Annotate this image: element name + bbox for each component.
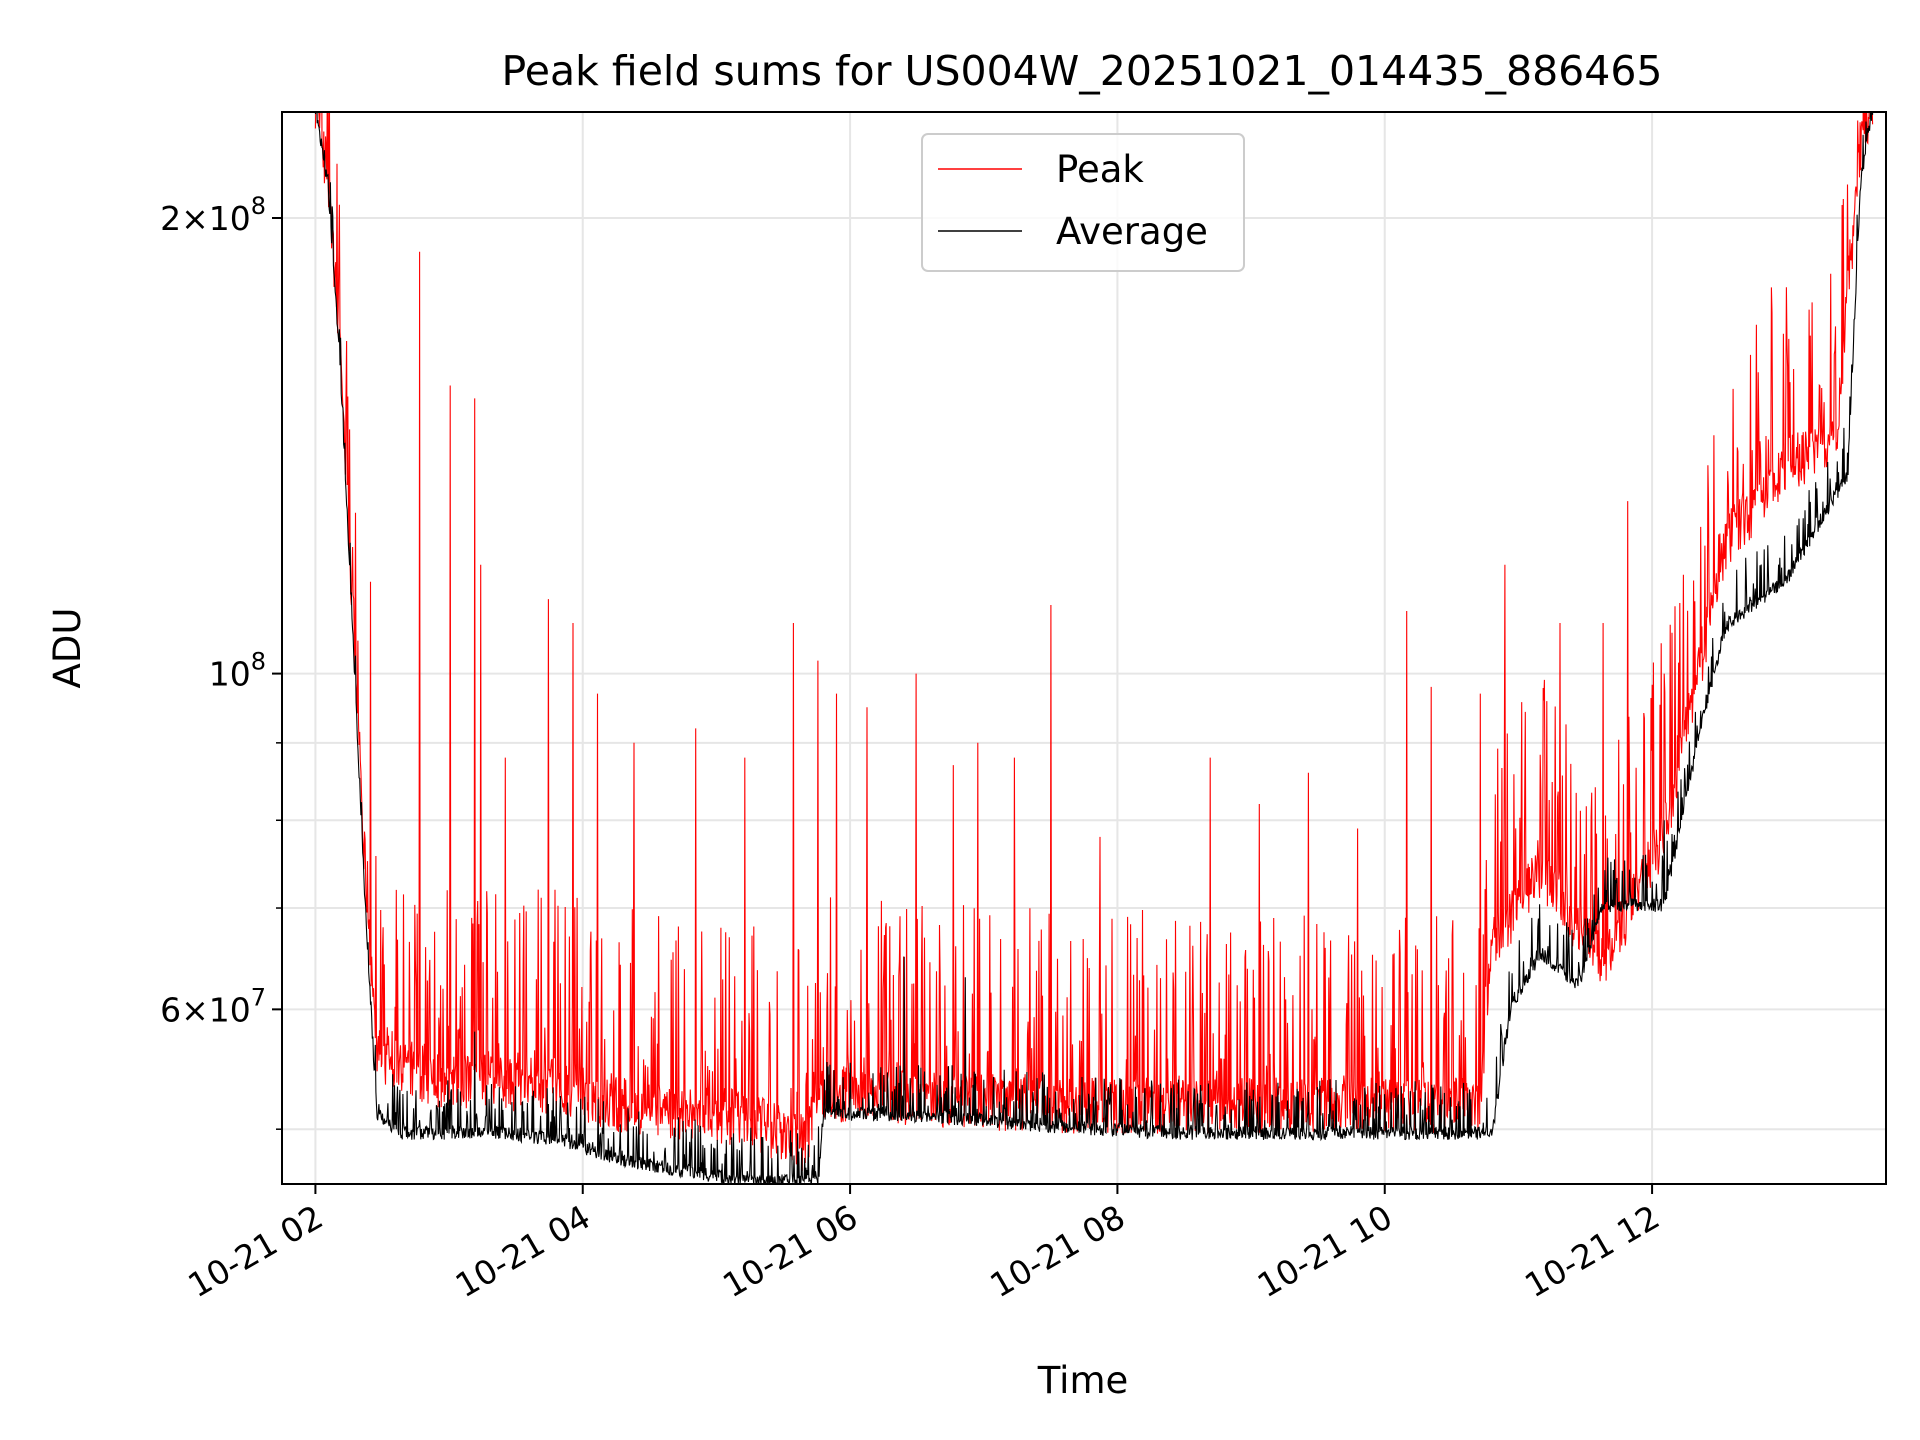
y-tick-label: 108 bbox=[209, 648, 266, 694]
grid-vertical-lines bbox=[314, 112, 1654, 1184]
series-line-average bbox=[314, 112, 1874, 1184]
x-axis-label: Time bbox=[1037, 1359, 1129, 1402]
y-tick-label: 2×108 bbox=[160, 192, 266, 238]
legend: Peak Average bbox=[921, 133, 1245, 272]
y-axis-label: ADU bbox=[46, 608, 89, 689]
y-axis: 6×107 108 2×108 bbox=[160, 192, 282, 1130]
plot-frame bbox=[281, 111, 1887, 1185]
legend-label-peak: Peak bbox=[1056, 148, 1144, 191]
y-tick-label: 6×107 bbox=[160, 983, 266, 1029]
chart-title: Peak field sums for US004W_20251021_0144… bbox=[501, 47, 1662, 95]
legend-label-average: Average bbox=[1056, 210, 1208, 253]
